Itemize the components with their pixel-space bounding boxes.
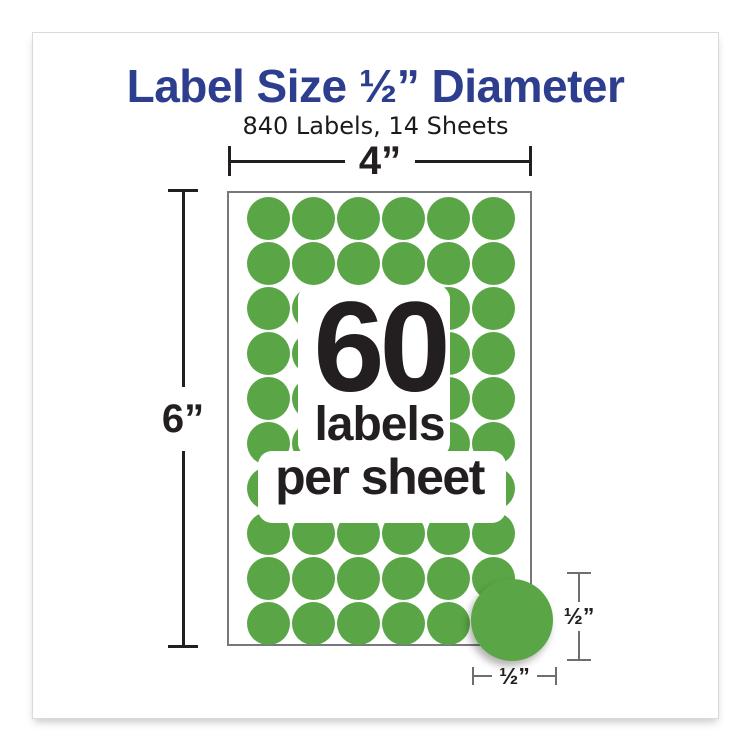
labels-per-sheet-count: 60	[313, 276, 450, 419]
dimension-line	[536, 675, 555, 677]
label-dot	[426, 197, 470, 240]
sample-label-circle	[471, 579, 553, 661]
label-dot	[426, 242, 470, 285]
label-dot	[246, 332, 290, 375]
product-illustration-card: Label Size ½” Diameter 840 Labels, 14 Sh…	[32, 32, 719, 719]
dimension-tick	[555, 667, 557, 685]
dimension-line	[474, 675, 493, 677]
label-dot	[291, 242, 335, 285]
dimension-line	[415, 159, 529, 163]
page-subtitle: 840 Labels, 14 Sheets	[242, 112, 509, 140]
overlay-box-lower	[258, 451, 506, 523]
dimension-line	[578, 631, 580, 659]
label-dot	[381, 242, 425, 285]
page-title: Label Size ½” Diameter	[126, 60, 625, 112]
label-dot	[471, 287, 515, 330]
labels-per-sheet-word1: labels	[314, 398, 445, 451]
label-dot	[291, 197, 335, 240]
label-dot	[336, 242, 380, 285]
label-dot	[381, 557, 425, 600]
label-width-dimension: ½”	[472, 664, 557, 688]
dimension-tick	[567, 572, 591, 574]
sheet-height-dimension: 6”	[160, 189, 206, 648]
label-dot	[471, 377, 515, 420]
dimension-tick	[529, 146, 532, 176]
label-dot	[381, 602, 425, 645]
label-dot	[336, 557, 380, 600]
label-dot	[246, 377, 290, 420]
sheet-width-dimension: 4”	[228, 141, 532, 181]
overlay-box-upper	[298, 285, 450, 457]
label-dot	[246, 557, 290, 600]
dimension-line	[181, 450, 185, 645]
label-dot	[246, 197, 290, 240]
labels-per-sheet-word2: per sheet	[275, 449, 485, 505]
label-dot	[336, 197, 380, 240]
label-dot	[471, 332, 515, 375]
label-width-label: ½”	[499, 662, 530, 689]
dimension-tick	[168, 189, 198, 192]
dimension-tick	[168, 645, 198, 648]
label-dot	[336, 602, 380, 645]
dimension-tick	[567, 659, 591, 661]
label-dot	[291, 602, 335, 645]
label-dot	[246, 242, 290, 285]
label-dot	[246, 287, 290, 330]
label-dot	[471, 242, 515, 285]
dimension-line	[231, 159, 345, 163]
label-dot	[291, 557, 335, 600]
label-height-label: ½”	[563, 603, 595, 629]
sheet-width-label: 4”	[358, 139, 402, 183]
label-sheet: 60 labels per sheet	[227, 191, 532, 646]
label-dot	[426, 557, 470, 600]
dimension-line	[181, 192, 185, 387]
label-dot	[471, 197, 515, 240]
label-dot	[246, 602, 290, 645]
sheet-height-label: 6”	[161, 396, 205, 441]
label-dot	[381, 197, 425, 240]
dimension-tick	[472, 667, 474, 685]
dimension-line	[578, 574, 580, 602]
label-height-dimension: ½”	[562, 572, 596, 661]
label-dot	[426, 602, 470, 645]
dimension-tick	[228, 146, 231, 176]
